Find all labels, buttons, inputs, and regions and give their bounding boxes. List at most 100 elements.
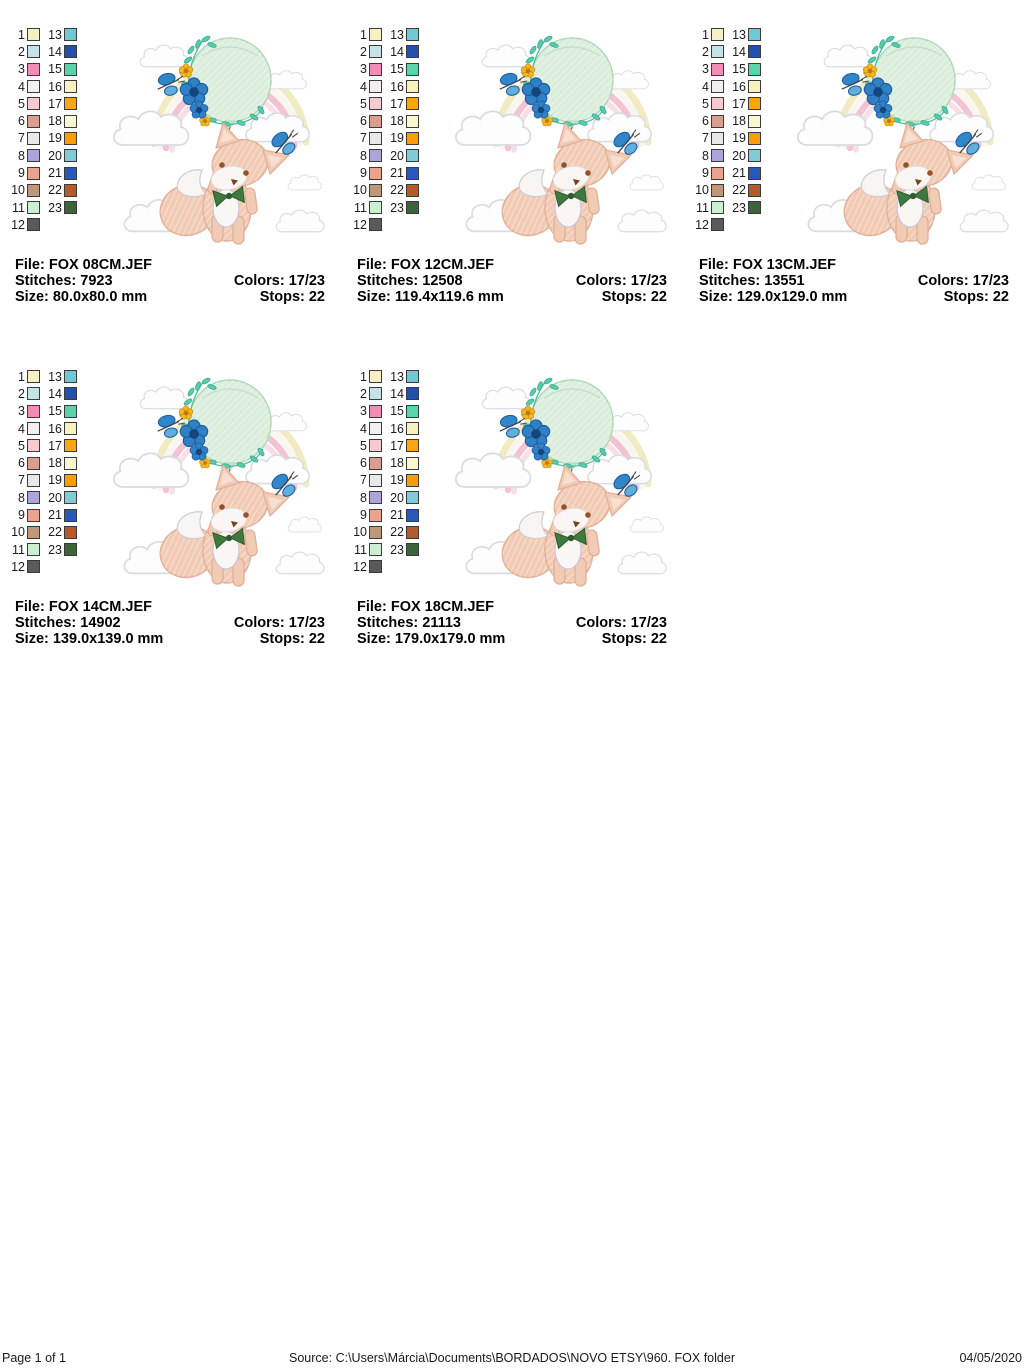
thread-number: 22 xyxy=(390,525,404,540)
color-swatch xyxy=(27,560,40,574)
thread-number: 16 xyxy=(390,421,404,436)
color-swatch xyxy=(748,28,761,42)
color-count: Colors: 17/23 xyxy=(917,273,1009,289)
thread-number: 2 xyxy=(702,44,709,59)
thread-number: 4 xyxy=(702,79,709,94)
color-swatch xyxy=(27,491,40,505)
thread-number: 17 xyxy=(732,96,746,111)
palette-row: 4 16 xyxy=(352,420,419,437)
palette-row: 12 xyxy=(694,216,761,233)
palette-row: 4 16 xyxy=(352,78,419,95)
stitch-count: Stitches: 12508 xyxy=(357,273,463,289)
color-swatch xyxy=(369,28,382,42)
thread-number: 4 xyxy=(360,79,367,94)
thread-number: 18 xyxy=(390,114,404,129)
thread-number: 7 xyxy=(360,473,367,488)
palette-row: 10 22 xyxy=(694,182,761,199)
palette-row: 12 xyxy=(10,216,77,233)
thread-number: 10 xyxy=(11,525,25,540)
thread-number: 9 xyxy=(702,166,709,181)
palette-row: 1 13 xyxy=(352,26,419,43)
palette-row: 3 15 xyxy=(10,403,77,420)
color-swatch xyxy=(406,166,419,180)
thread-number: 16 xyxy=(48,79,62,94)
design-size: Size: 139.0x139.0 mm xyxy=(15,631,164,647)
thread-number: 6 xyxy=(18,114,25,129)
design-card: 1 13 2 14 3 15 4 16 5 17 6 18 7 19 8 20 9 21 10 22 11 23 12 Fi… xyxy=(0,342,342,684)
color-swatch xyxy=(406,28,419,42)
palette-row: 2 14 xyxy=(10,385,77,402)
color-swatch xyxy=(369,387,382,401)
thread-number: 20 xyxy=(732,148,746,163)
thread-number: 7 xyxy=(360,131,367,146)
thread-number: 15 xyxy=(48,404,62,419)
thread-number: 3 xyxy=(18,62,25,77)
thread-number: 19 xyxy=(390,131,404,146)
palette-row: 4 16 xyxy=(10,420,77,437)
color-swatch xyxy=(406,491,419,505)
color-swatch xyxy=(406,473,419,487)
thread-color-palette: 1 13 2 14 3 15 4 16 5 17 6 18 7 19 8 20 9 21 10 22 11 23 12 xyxy=(10,26,77,234)
color-count: Colors: 17/23 xyxy=(233,273,325,289)
design-card: 1 13 2 14 3 15 4 16 5 17 6 18 7 19 8 20 9 21 10 22 11 23 12 Fi… xyxy=(0,0,342,342)
color-swatch xyxy=(711,45,724,59)
palette-row: 9 21 xyxy=(352,164,419,181)
thread-color-palette: 1 13 2 14 3 15 4 16 5 17 6 18 7 19 8 20 9 21 10 22 11 23 12 xyxy=(694,26,761,234)
color-swatch xyxy=(27,80,40,94)
color-swatch xyxy=(406,80,419,94)
color-swatch xyxy=(27,28,40,42)
color-swatch xyxy=(64,45,77,59)
thread-number: 8 xyxy=(18,490,25,505)
palette-row: 12 xyxy=(352,558,419,575)
color-swatch xyxy=(711,114,724,128)
color-swatch xyxy=(27,62,40,76)
thread-number: 18 xyxy=(390,456,404,471)
source-path: Source: C:\Users\Márcia\Documents\BORDAD… xyxy=(289,1351,735,1365)
color-swatch xyxy=(406,404,419,418)
thread-number: 14 xyxy=(732,44,746,59)
thread-number: 1 xyxy=(18,27,25,42)
color-swatch xyxy=(406,183,419,197)
thread-number: 6 xyxy=(360,456,367,471)
thread-number: 18 xyxy=(732,114,746,129)
file-name: File: FOX 13CM.JEF xyxy=(699,257,836,273)
design-card: 1 13 2 14 3 15 4 16 5 17 6 18 7 19 8 20 9 21 10 22 11 23 12 Fi… xyxy=(684,0,1024,342)
thread-color-palette: 1 13 2 14 3 15 4 16 5 17 6 18 7 19 8 20 9 21 10 22 11 23 12 xyxy=(352,368,419,576)
color-swatch xyxy=(748,149,761,163)
color-swatch xyxy=(27,45,40,59)
thread-number: 16 xyxy=(48,421,62,436)
thread-number: 17 xyxy=(390,96,404,111)
stop-count: Stops: 22 xyxy=(259,631,325,647)
thread-number: 10 xyxy=(11,183,25,198)
thread-number: 5 xyxy=(18,96,25,111)
design-size: Size: 129.0x129.0 mm xyxy=(699,289,848,305)
palette-row: 2 14 xyxy=(352,43,419,60)
color-swatch xyxy=(369,456,382,470)
palette-row: 3 15 xyxy=(352,61,419,78)
design-stats: File: FOX 18CM.JEF Stitches: 21113 Colors… xyxy=(357,599,667,647)
embroidery-design-preview xyxy=(450,364,682,596)
thread-number: 22 xyxy=(48,525,62,540)
color-swatch xyxy=(748,201,761,215)
thread-number: 5 xyxy=(702,96,709,111)
color-swatch xyxy=(711,131,724,145)
thread-number: 1 xyxy=(702,27,709,42)
color-swatch xyxy=(64,387,77,401)
thread-number: 2 xyxy=(18,386,25,401)
thread-number: 6 xyxy=(702,114,709,129)
thread-number: 18 xyxy=(48,114,62,129)
thread-number: 23 xyxy=(732,200,746,215)
color-swatch xyxy=(27,473,40,487)
thread-number: 10 xyxy=(353,525,367,540)
thread-number: 13 xyxy=(390,369,404,384)
design-stats: File: FOX 08CM.JEF Stitches: 7923 Colors:… xyxy=(15,257,325,305)
color-swatch xyxy=(369,131,382,145)
palette-row: 11 23 xyxy=(352,541,419,558)
color-swatch xyxy=(27,131,40,145)
thread-number: 11 xyxy=(12,200,25,215)
thread-number: 11 xyxy=(354,200,367,215)
palette-row: 8 20 xyxy=(10,147,77,164)
embroidery-design-preview xyxy=(450,22,682,254)
color-swatch xyxy=(711,80,724,94)
